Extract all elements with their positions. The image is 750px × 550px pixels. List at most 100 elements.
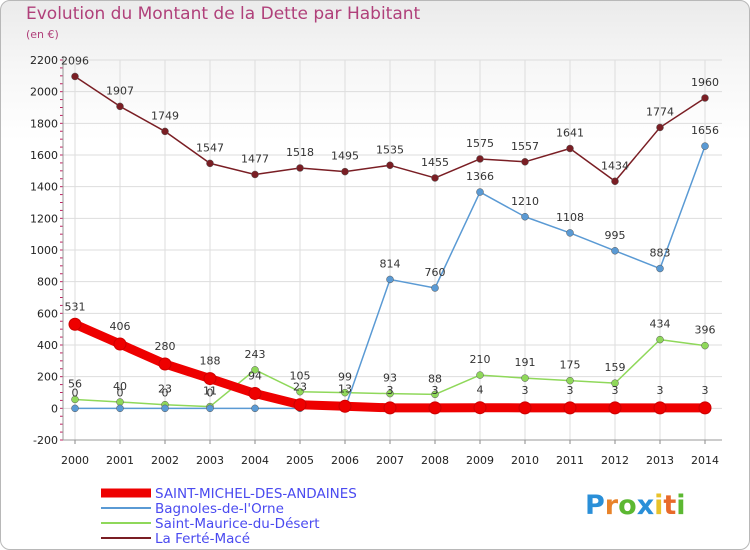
data-label: 1210 [511,195,539,208]
x-tick-label: 2005 [286,454,314,467]
data-point [476,188,484,196]
y-tick-label: 200 [37,371,58,384]
data-point [116,102,124,111]
data-label: 0 [207,386,214,399]
data-point [521,158,529,166]
data-label: 1366 [466,170,494,183]
x-tick-label: 2010 [511,454,539,467]
data-point [473,401,487,415]
data-point [71,395,79,404]
data-label: 1960 [691,76,719,89]
y-tick-label: -200 [33,434,58,447]
data-label: 434 [650,318,671,331]
data-point [251,404,259,413]
data-label: 1575 [466,137,494,150]
data-label: 99 [338,371,352,384]
x-tick-label: 2009 [466,454,494,467]
y-tick-label: 2000 [30,86,58,99]
data-point [428,401,442,415]
data-point [68,317,82,331]
data-label: 1557 [511,140,539,153]
legend-label: Bagnoles-de-l'Orne [155,501,284,517]
data-point [611,379,619,387]
data-label: 1434 [601,159,629,172]
data-point [251,366,259,374]
data-label: 243 [245,348,266,361]
data-label: 210 [470,353,491,366]
data-point [386,389,394,398]
data-point [338,399,352,413]
data-point [71,404,79,413]
y-tick-label: 1400 [30,181,58,194]
data-label: 1108 [556,211,584,224]
x-tick-label: 2014 [691,454,719,467]
data-label: 3 [387,384,394,397]
data-label: 105 [290,370,311,383]
data-point [293,398,307,412]
y-tick-label: 1200 [30,212,58,225]
x-tick-label: 2008 [421,454,449,467]
data-label: 175 [560,359,581,372]
data-point [203,372,217,386]
data-label: 3 [432,384,439,397]
data-point [431,390,439,399]
x-tick-label: 2001 [106,454,134,467]
data-label: 406 [110,320,131,333]
data-point [701,94,709,102]
y-tick-label: 1600 [30,149,58,162]
data-label: 995 [605,229,626,242]
x-tick-label: 2013 [646,454,674,467]
y-tick-label: 2200 [30,54,58,67]
data-label: 1749 [151,109,179,122]
data-point [116,404,124,413]
data-point [206,404,214,413]
legend-label: Saint-Maurice-du-Désert [155,516,320,532]
data-label: 396 [695,324,716,337]
data-label: 3 [702,384,709,397]
data-point [113,337,127,351]
data-label: 1641 [556,127,584,140]
y-tick-label: 400 [37,339,58,352]
data-label: 13 [338,382,352,395]
y-tick-label: 600 [37,307,58,320]
data-label: 1907 [106,84,134,97]
data-label: 4 [477,384,484,397]
x-tick-label: 2006 [331,454,359,467]
data-point [521,374,529,382]
data-point [71,72,79,81]
data-point [383,401,397,415]
data-point [431,284,439,292]
data-label: 1535 [376,143,404,156]
data-point [698,401,712,415]
data-point [566,144,574,153]
data-label: 11 [203,385,217,398]
data-point [656,123,664,132]
data-point [386,161,394,170]
data-point [386,275,394,284]
y-tick-label: 800 [37,276,58,289]
data-point [518,401,532,415]
data-point [341,167,349,176]
data-point [206,159,214,168]
data-label: 3 [522,384,529,397]
data-label: 159 [605,361,626,374]
data-label: 1774 [646,105,674,118]
data-label: 2096 [61,54,89,67]
data-point [248,386,262,400]
data-label: 188 [200,355,221,368]
data-label: 280 [155,340,176,353]
data-label: 191 [515,356,536,369]
data-point [296,387,304,396]
data-label: 1518 [286,146,314,159]
data-label: 1455 [421,156,449,169]
data-point [611,247,619,255]
data-label: 1477 [241,152,269,165]
x-tick-label: 2004 [241,454,269,467]
data-label: 3 [567,384,574,397]
data-point [251,170,259,179]
data-point [656,335,664,344]
proxiti-logo: Proxiti [585,490,686,521]
data-point [608,401,622,415]
data-point [521,213,529,221]
